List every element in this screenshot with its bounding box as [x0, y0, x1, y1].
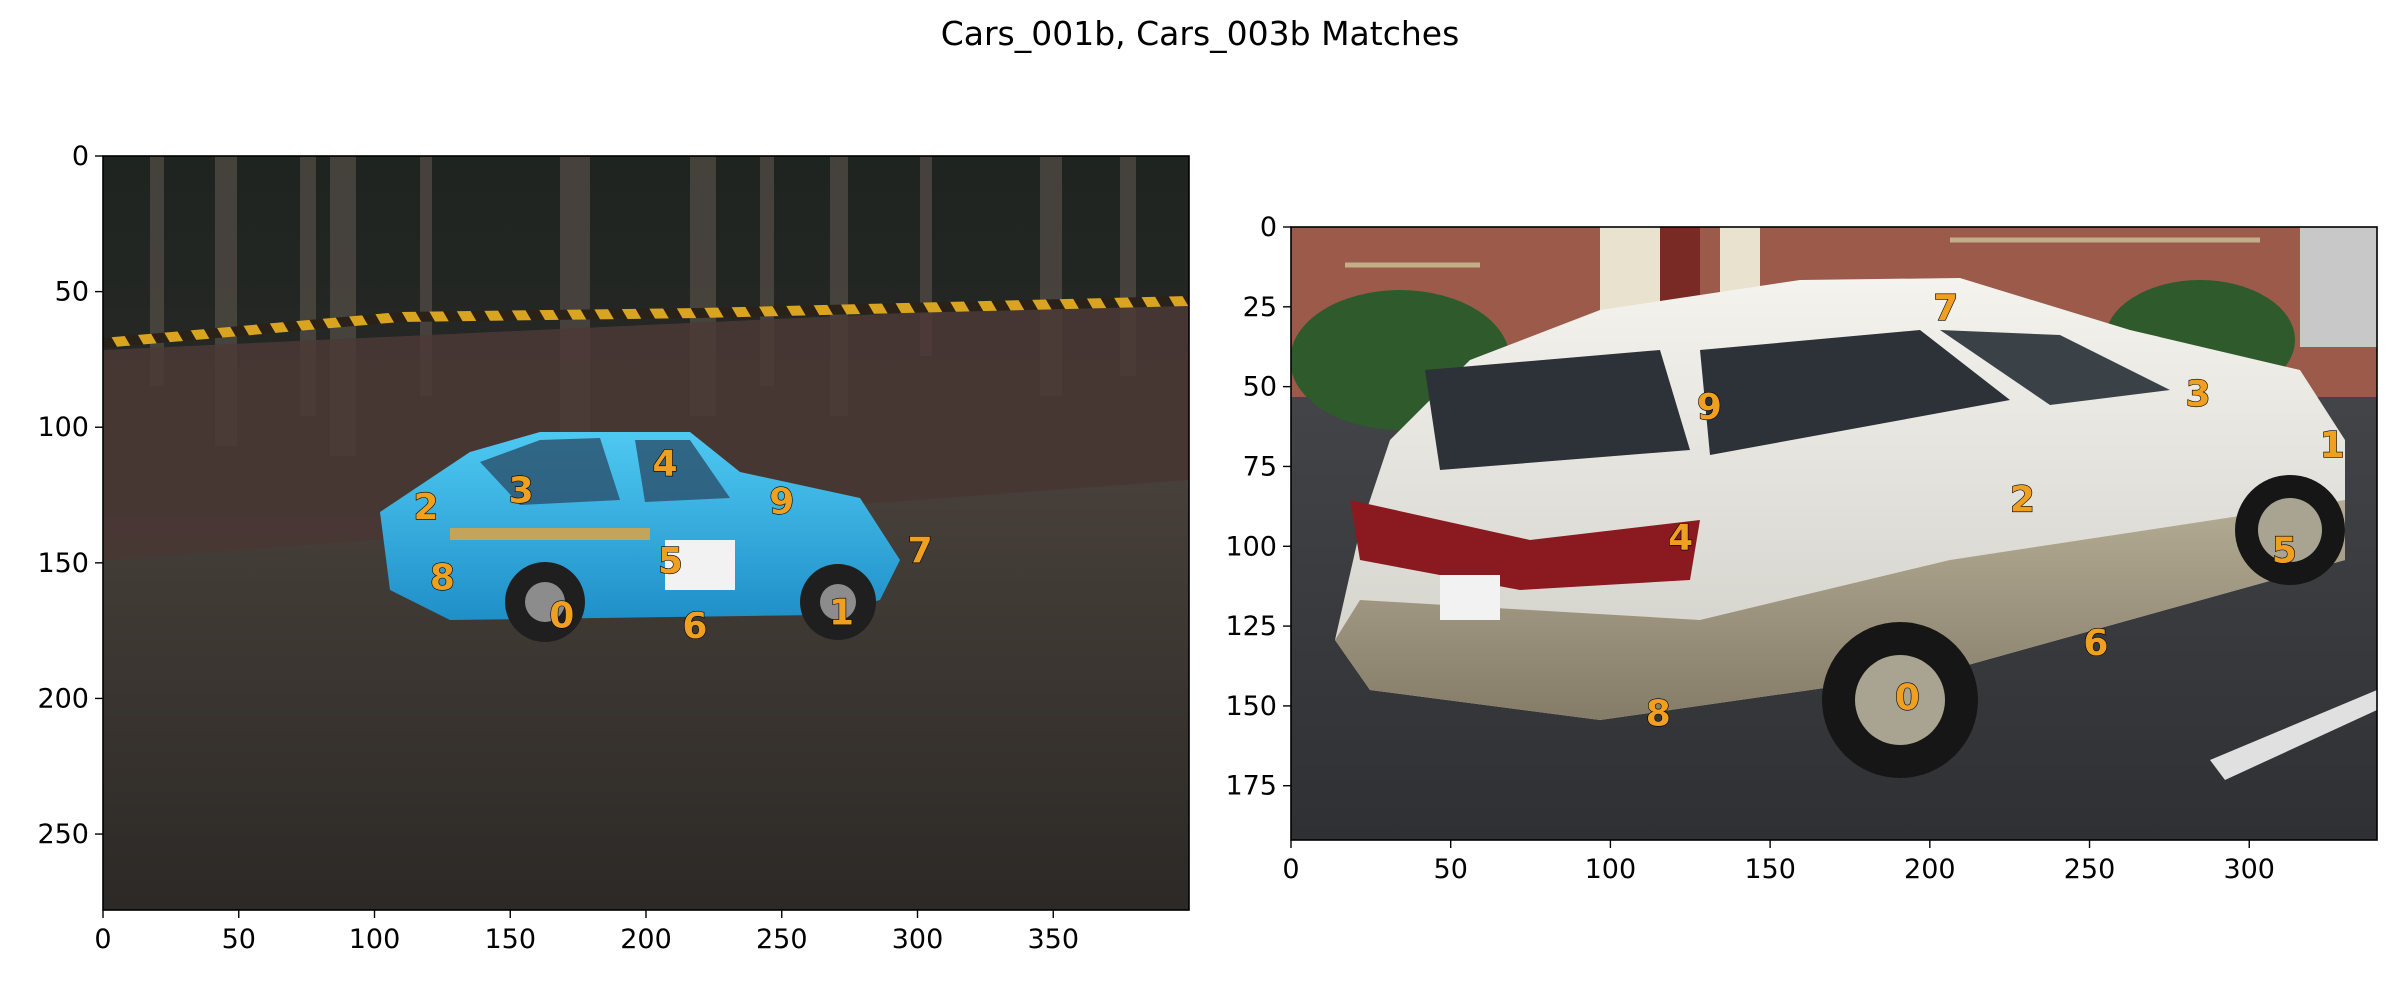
keypoint-left-7: 7: [908, 530, 933, 571]
x-tick-label-right: 250: [2064, 854, 2116, 885]
x-tick-label-right: 150: [1744, 854, 1796, 885]
y-tick-label-right: 125: [1225, 611, 1277, 642]
keypoint-right-1: 1: [2320, 425, 2345, 466]
keypoint-left-2: 2: [414, 487, 439, 528]
x-tick-label-left: 100: [349, 924, 401, 955]
axes-frame-right: [1290, 226, 2378, 841]
x-tick-label-left: 300: [892, 924, 944, 955]
white-wagon: [1335, 278, 2345, 778]
y-tick-label-right: 150: [1225, 691, 1277, 722]
rally-car: [380, 432, 900, 642]
keypoint-right-3: 3: [2186, 374, 2211, 415]
keypoint-left-9: 9: [769, 481, 794, 522]
x-tick-label-right: 0: [1282, 854, 1299, 885]
x-tick-label-right: 100: [1585, 854, 1637, 885]
keypoint-right-9: 9: [1697, 387, 1722, 428]
y-tick-label-left: 50: [55, 277, 89, 308]
y-tick-label-left: 200: [37, 683, 89, 714]
x-tick-label-left: 200: [620, 924, 672, 955]
keypoint-left-5: 5: [658, 541, 683, 582]
keypoint-right-5: 5: [2272, 530, 2297, 571]
keypoint-layer: 0 1 2 3 4 5 6 7 8 9 0 1 2 3 4 5 6 7 8 9: [413, 287, 2345, 735]
keypoint-right-2: 2: [2010, 479, 2035, 520]
y-tick-label-right: 175: [1225, 771, 1277, 802]
keypoint-right-0: 0: [1895, 677, 1920, 718]
x-tick-label-left: 50: [222, 924, 256, 955]
x-tick-label-left: 250: [756, 924, 808, 955]
keypoint-left-4: 4: [652, 443, 677, 484]
keypoint-right-4: 4: [1668, 518, 1693, 559]
keypoint-left-0: 0: [549, 595, 574, 636]
image-cars-003b: [1291, 227, 2377, 840]
y-tick-label-right: 50: [1243, 372, 1277, 403]
y-tick-label-left: 0: [72, 141, 89, 172]
keypoint-left-3: 3: [509, 471, 534, 512]
keypoint-right-6: 6: [2083, 623, 2108, 664]
x-tick-label-left: 0: [94, 924, 111, 955]
y-tick-label-left: 100: [37, 412, 89, 443]
x-tick-label-right: 50: [1434, 854, 1468, 885]
y-tick-label-right: 75: [1243, 451, 1277, 482]
y-tick-label-right: 25: [1243, 292, 1277, 323]
y-tick-label-right: 0: [1260, 212, 1277, 243]
y-tick-label-right: 100: [1225, 531, 1277, 562]
x-tick-label-right: 200: [1904, 854, 1956, 885]
image-cars-001b: [103, 156, 1189, 910]
keypoint-left-1: 1: [829, 593, 854, 634]
x-tick-label-left: 350: [1027, 924, 1079, 955]
keypoint-left-6: 6: [682, 606, 707, 647]
y-tick-label-left: 150: [37, 548, 89, 579]
keypoint-left-8: 8: [430, 557, 455, 598]
x-tick-label-left: 150: [484, 924, 536, 955]
y-tick-label-left: 250: [37, 819, 89, 850]
keypoint-right-8: 8: [1646, 693, 1671, 734]
figure-title: Cars_001b, Cars_003b Matches: [940, 14, 1460, 53]
x-tick-label-right: 300: [2223, 854, 2275, 885]
keypoint-right-7: 7: [1933, 288, 1958, 329]
